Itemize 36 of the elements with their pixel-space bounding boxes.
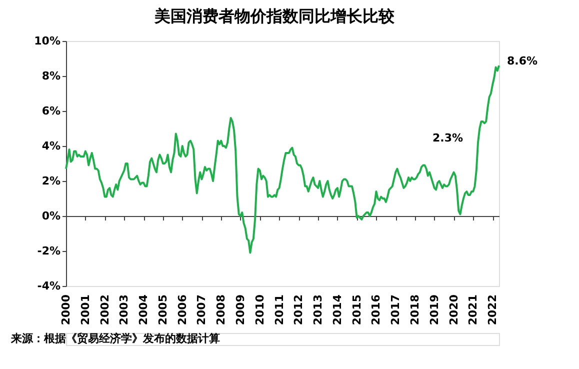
y-tick-label: 10%	[34, 34, 60, 48]
x-tick-label: 2007	[195, 294, 208, 326]
y-tick-label: 4%	[42, 140, 60, 152]
y-tick-label: -2%	[37, 244, 60, 258]
y-tick-label: 6%	[42, 104, 60, 118]
x-tick-label: 2011	[272, 294, 286, 326]
x-tick-label: 2016	[370, 294, 383, 326]
x-tick-label: 2002	[98, 294, 112, 326]
chart-title: 美国消费者物价指数同比增长比较	[153, 6, 396, 26]
x-tick-label: 2009	[234, 294, 247, 326]
x-tick-label: 2006	[176, 294, 189, 326]
x-tick-label: 2022	[486, 294, 500, 326]
line-series	[65, 64, 500, 254]
x-tick-label: 2003	[118, 294, 131, 326]
y-tick-label: 2%	[42, 174, 60, 188]
x-tick-label: 2019	[428, 294, 441, 326]
x-tick-label: 2013	[312, 294, 325, 326]
x-tick-label: 2012	[292, 294, 306, 326]
y-tick-label: 8%	[42, 70, 60, 82]
x-tick-label: 2008	[214, 294, 228, 326]
x-tick-label: 2020	[447, 294, 460, 326]
x-tick-label: 2005	[156, 294, 170, 326]
text: 8.6%	[507, 54, 538, 68]
annotation: 2.3%	[432, 131, 464, 144]
x-tick-label: 2014	[330, 294, 344, 326]
x-tick-label: 2015	[350, 294, 364, 326]
x-tick-label: 2004	[137, 294, 150, 326]
source-note: 来源：根据《贸易经济学》发布的数据计算	[10, 332, 220, 345]
x-tick-label: 2017	[389, 294, 402, 326]
x-tick-label: 2001	[78, 294, 92, 326]
x-tick-label: 2000	[60, 294, 72, 326]
x-tick-label: 2010	[253, 294, 266, 326]
y-tick-label: 0%	[42, 210, 60, 222]
x-tick-label: 2021	[466, 294, 480, 326]
y-tick-label: -4%	[37, 280, 60, 292]
x-tick-label: 2018	[408, 294, 422, 326]
